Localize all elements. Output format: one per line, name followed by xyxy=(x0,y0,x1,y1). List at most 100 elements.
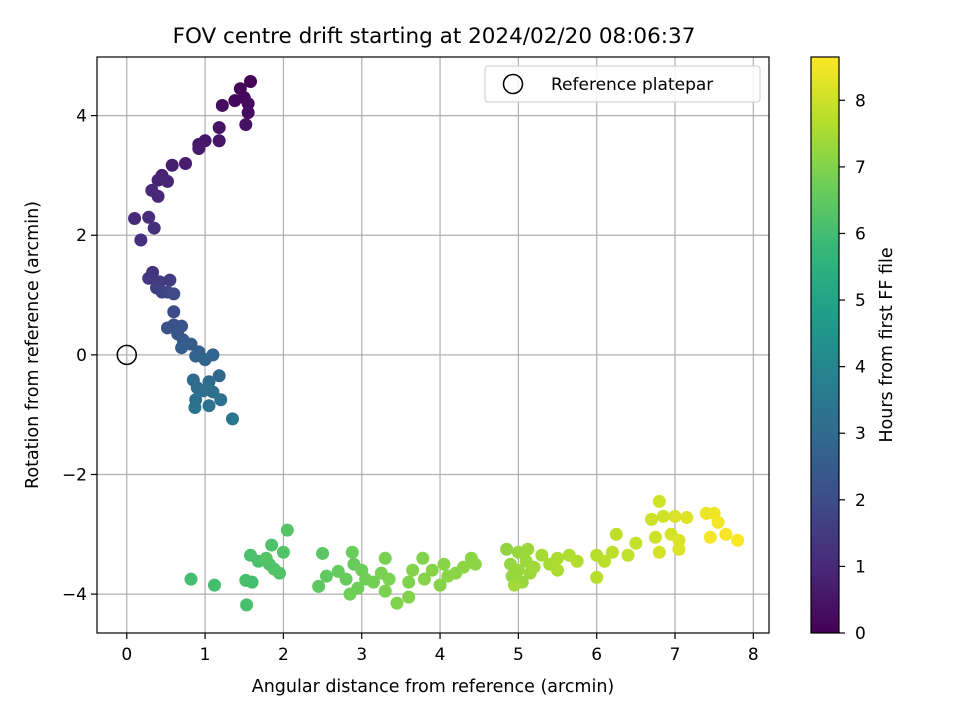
x-tick-label: 7 xyxy=(670,645,681,665)
scatter-point xyxy=(507,578,521,592)
scatter-point xyxy=(212,369,226,383)
scatter-point xyxy=(378,584,392,598)
x-tick-label: 1 xyxy=(200,645,211,665)
scatter-point xyxy=(319,569,333,583)
scatter-point xyxy=(214,393,228,407)
scatter-point xyxy=(280,523,294,537)
scatter-point xyxy=(621,548,635,562)
scatter-point xyxy=(406,563,420,577)
scatter-point xyxy=(648,530,662,544)
scatter-point xyxy=(551,563,565,577)
y-axis-label: Rotation from reference (arcmin) xyxy=(23,201,43,489)
scatter-point xyxy=(167,305,181,319)
colorbar-tick-label: 3 xyxy=(855,424,866,444)
scatter-point xyxy=(711,515,725,529)
scatter-point xyxy=(212,121,226,135)
x-tick-label: 5 xyxy=(513,645,524,665)
scatter-point xyxy=(160,174,174,188)
scatter-point xyxy=(225,412,239,426)
scatter-point xyxy=(240,598,254,612)
scatter-point xyxy=(629,536,643,550)
scatter-point xyxy=(142,210,156,224)
scatter-point xyxy=(163,273,177,287)
scatter-point xyxy=(212,134,226,148)
x-tick-label: 3 xyxy=(356,645,367,665)
x-tick-label: 8 xyxy=(748,645,759,665)
scatter-point xyxy=(390,596,404,610)
scatter-point xyxy=(703,530,717,544)
scatter-point xyxy=(719,527,733,541)
scatter-point xyxy=(680,511,694,525)
scatter-point xyxy=(345,545,359,559)
colorbar-tick-label: 7 xyxy=(855,158,866,178)
scatter-point xyxy=(500,542,514,556)
scatter-point xyxy=(167,287,181,301)
scatter-point xyxy=(165,158,179,172)
scatter-point xyxy=(312,579,326,593)
scatter-point xyxy=(605,545,619,559)
scatter-point xyxy=(276,545,290,559)
scatter-point xyxy=(202,399,216,413)
scatter-point xyxy=(378,551,392,565)
x-tick-label: 0 xyxy=(121,645,132,665)
scatter-point xyxy=(272,566,286,580)
scatter-point xyxy=(241,106,255,120)
scatter-point xyxy=(175,341,189,355)
colorbar-tick-label: 2 xyxy=(855,491,866,511)
colorbar: 0 1 2 3 4 5 6 7 8 Hours from first FF file xyxy=(810,56,897,644)
legend: Reference platepar xyxy=(484,65,761,103)
colorbar-tick-label: 5 xyxy=(855,291,866,311)
scatter-point xyxy=(416,551,430,565)
scatter-point xyxy=(402,575,416,589)
colorbar-ticks: 0 1 2 3 4 5 6 7 8 xyxy=(839,91,866,644)
y-tick-label: 2 xyxy=(76,226,87,246)
scatter-point xyxy=(215,98,229,112)
scatter-point xyxy=(151,189,165,203)
y-axis-ticks: −4 −2 0 2 4 xyxy=(62,107,97,605)
scatter-point xyxy=(188,401,202,415)
scatter-point xyxy=(245,575,259,589)
colorbar-tick-label: 4 xyxy=(855,358,866,378)
colorbar-tick-label: 8 xyxy=(855,91,866,111)
scatter-point xyxy=(672,533,686,547)
scatter-point xyxy=(184,572,198,586)
scatter-point xyxy=(731,533,745,547)
scatter-point xyxy=(179,156,193,170)
scatter-point xyxy=(134,233,148,247)
scatter-point xyxy=(265,538,279,552)
scatter-point xyxy=(521,542,535,556)
scatter-point xyxy=(417,572,431,586)
chart-title: FOV centre drift starting at 2024/02/20 … xyxy=(173,24,696,49)
x-tick-label: 6 xyxy=(591,645,602,665)
legend-box xyxy=(484,65,761,103)
scatter-point xyxy=(656,509,670,523)
colorbar-tick-label: 0 xyxy=(855,624,866,644)
legend-open-circle-icon xyxy=(502,73,524,95)
scatter-point xyxy=(570,554,584,568)
scatter-point xyxy=(551,551,565,565)
x-tick-label: 4 xyxy=(435,645,446,665)
scatter-point xyxy=(207,578,221,592)
y-tick-label: 4 xyxy=(76,107,87,127)
colorbar-label: Hours from first FF file xyxy=(877,247,897,442)
y-tick-label: −2 xyxy=(62,465,87,485)
scatter-point xyxy=(244,75,258,89)
colorbar-tick-label: 6 xyxy=(855,224,866,244)
x-axis-label: Angular distance from reference (arcmin) xyxy=(252,677,615,697)
legend-label: Reference platepar xyxy=(551,75,713,95)
colorbar-gradient xyxy=(810,56,840,634)
scatter-point xyxy=(382,572,396,586)
scatter-point xyxy=(433,578,447,592)
scatter-point xyxy=(527,560,541,574)
scatter-point xyxy=(198,353,212,367)
scatter-point xyxy=(402,590,416,604)
scatter-point xyxy=(652,494,666,508)
plot-frame xyxy=(96,56,770,634)
scatter-point xyxy=(598,554,612,568)
scatter-point xyxy=(343,587,357,601)
grid-lines xyxy=(97,57,769,633)
y-tick-label: 0 xyxy=(76,346,87,366)
scatter-point xyxy=(672,542,686,556)
